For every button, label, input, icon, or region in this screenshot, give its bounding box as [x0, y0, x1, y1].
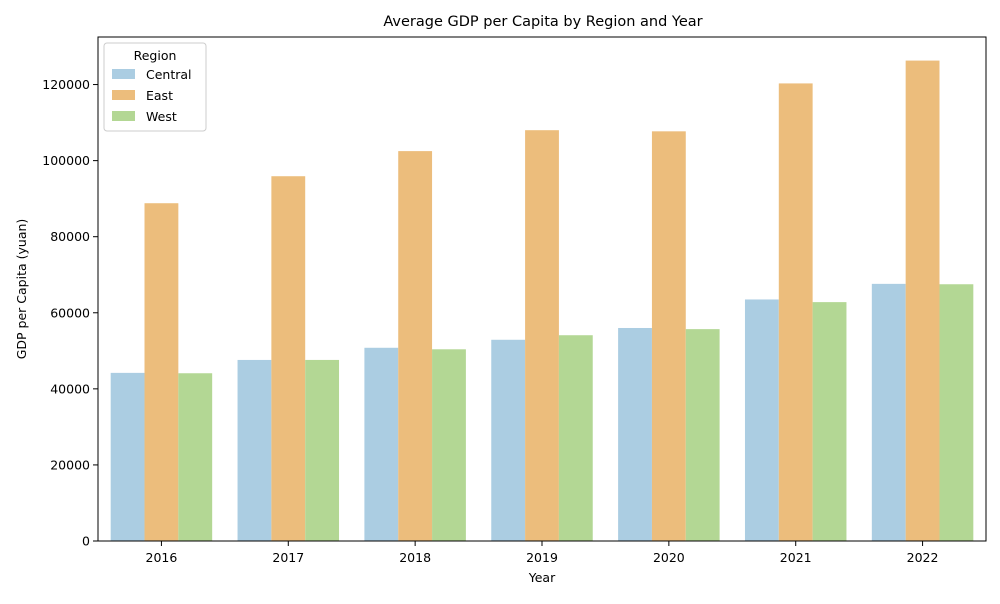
bar-central-2022 — [871, 283, 906, 541]
x-tick-label: 2018 — [399, 550, 431, 565]
x-tick-label: 2017 — [272, 550, 304, 565]
bar-west-2022 — [939, 284, 974, 541]
x-tick-label: 2020 — [653, 550, 685, 565]
y-tick-label: 60000 — [50, 305, 90, 320]
legend-title: Region — [134, 48, 177, 63]
y-axis-label: GDP per Capita (yuan) — [14, 219, 29, 360]
bar-west-2019 — [558, 335, 593, 541]
legend-items: Central East West — [112, 67, 192, 124]
y-tick-label: 20000 — [50, 457, 90, 472]
bar-east-2021 — [778, 83, 813, 541]
y-axis-ticks: 0 20000 40000 60000 80000 100000 120000 — [42, 77, 98, 549]
bar-central-2016 — [110, 372, 145, 541]
bar-west-2016 — [178, 373, 213, 541]
x-axis-ticks: 2016 2017 2018 2019 2020 2021 2022 — [146, 541, 939, 565]
x-tick-label: 2021 — [780, 550, 812, 565]
legend-swatch-central — [112, 69, 135, 79]
bar-central-2020 — [618, 327, 652, 541]
bar-east-2020 — [651, 131, 686, 541]
legend-label-east: East — [146, 88, 173, 103]
bar-central-2017 — [237, 359, 272, 541]
y-tick-label: 0 — [82, 534, 90, 549]
x-tick-label: 2019 — [526, 550, 558, 565]
legend-label-west: West — [146, 109, 177, 124]
y-tick-label: 40000 — [50, 381, 90, 396]
bar-west-2017 — [305, 359, 340, 541]
bar-east-2022 — [905, 60, 940, 541]
legend: Region Central East West — [103, 42, 207, 132]
y-tick-label: 80000 — [50, 229, 90, 244]
bar-west-2020 — [685, 329, 720, 541]
bar-west-2018 — [432, 349, 466, 541]
x-tick-label: 2022 — [907, 550, 939, 565]
x-tick-label: 2016 — [146, 550, 178, 565]
bar-east-2019 — [525, 130, 559, 541]
bar-central-2018 — [364, 347, 399, 541]
chart-title: Average GDP per Capita by Region and Yea… — [383, 14, 702, 30]
plot-frame — [97, 36, 987, 542]
legend-swatch-west — [112, 111, 135, 121]
bar-east-2017 — [271, 176, 306, 541]
y-tick-label: 120000 — [42, 77, 90, 92]
legend-swatch-east — [112, 90, 135, 100]
legend-label-central: Central — [146, 67, 192, 82]
legend-box — [103, 42, 207, 132]
bar-central-2019 — [491, 339, 526, 541]
x-axis-label: Year — [528, 570, 556, 585]
bars-group — [110, 60, 974, 542]
bar-west-2021 — [812, 302, 847, 541]
bar-east-2016 — [144, 203, 179, 541]
y-tick-label: 100000 — [42, 153, 90, 168]
bar-central-2021 — [744, 299, 779, 541]
bar-east-2018 — [398, 151, 433, 542]
